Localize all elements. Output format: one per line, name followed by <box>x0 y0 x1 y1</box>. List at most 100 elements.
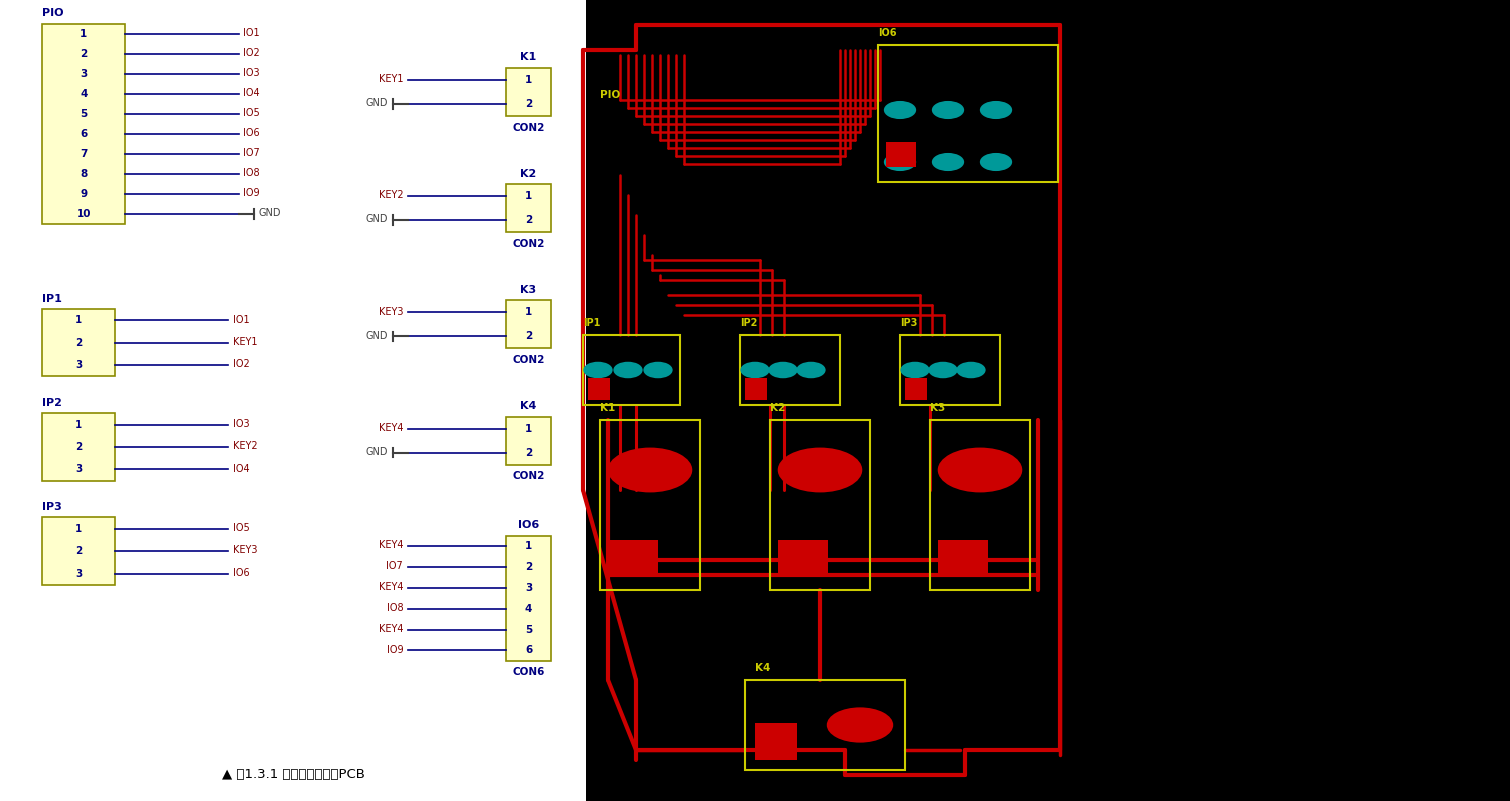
Bar <box>609 540 658 575</box>
Bar <box>930 420 1030 590</box>
Circle shape <box>584 363 612 377</box>
Text: 10: 10 <box>77 209 91 219</box>
Text: 3: 3 <box>76 360 82 370</box>
Text: KEY4: KEY4 <box>379 423 403 433</box>
Text: 2: 2 <box>525 448 532 457</box>
Text: 5: 5 <box>80 109 88 119</box>
Text: 1: 1 <box>525 308 532 317</box>
Text: GND: GND <box>365 331 388 340</box>
Text: KEY1: KEY1 <box>379 74 403 84</box>
Circle shape <box>607 448 692 493</box>
Bar <box>877 45 1059 182</box>
Text: 1: 1 <box>76 524 82 533</box>
Text: CON2: CON2 <box>512 123 545 132</box>
Text: K3: K3 <box>930 403 945 413</box>
Text: 4: 4 <box>525 604 532 614</box>
Text: 8: 8 <box>80 169 88 179</box>
Text: GND: GND <box>365 447 388 457</box>
Bar <box>744 378 767 400</box>
Text: 1: 1 <box>80 29 88 39</box>
Text: 2: 2 <box>525 215 532 225</box>
Text: PIO: PIO <box>599 90 621 100</box>
Circle shape <box>885 102 915 118</box>
Text: KEY4: KEY4 <box>379 582 403 592</box>
Text: 2: 2 <box>525 332 532 341</box>
Text: IO6: IO6 <box>877 28 897 38</box>
Circle shape <box>770 363 797 377</box>
Bar <box>506 536 551 661</box>
Text: K2: K2 <box>770 403 785 413</box>
Text: K1: K1 <box>599 403 615 413</box>
Text: CON2: CON2 <box>512 355 545 364</box>
Text: IO1: IO1 <box>233 315 249 324</box>
Bar <box>755 723 797 760</box>
Bar <box>583 335 680 405</box>
Circle shape <box>933 154 963 170</box>
Bar <box>586 0 1510 801</box>
Text: CON2: CON2 <box>512 239 545 248</box>
Circle shape <box>778 448 862 493</box>
Text: IO3: IO3 <box>243 68 260 78</box>
Text: 3: 3 <box>76 569 82 578</box>
Text: IO8: IO8 <box>243 168 260 179</box>
Text: 2: 2 <box>76 546 82 556</box>
Text: 1: 1 <box>76 420 82 429</box>
Text: K4: K4 <box>521 401 536 411</box>
Circle shape <box>930 363 957 377</box>
Text: KEY2: KEY2 <box>379 191 403 200</box>
Text: IO3: IO3 <box>233 419 249 429</box>
Circle shape <box>982 102 1012 118</box>
Text: 2: 2 <box>525 562 532 572</box>
Text: IO4: IO4 <box>233 464 249 473</box>
Bar <box>904 378 927 400</box>
Text: IO1: IO1 <box>243 28 260 38</box>
Text: IO9: IO9 <box>243 188 260 199</box>
Bar <box>506 300 551 348</box>
Circle shape <box>982 154 1012 170</box>
Text: KEY3: KEY3 <box>379 307 403 316</box>
Circle shape <box>901 363 929 377</box>
Text: 6: 6 <box>80 129 88 139</box>
Text: IP3: IP3 <box>900 318 918 328</box>
Circle shape <box>957 363 985 377</box>
Text: IO7: IO7 <box>243 148 260 159</box>
Bar <box>42 309 115 376</box>
Text: K1: K1 <box>521 53 536 62</box>
Text: KEY4: KEY4 <box>379 541 403 550</box>
Text: IO8: IO8 <box>387 603 403 613</box>
Text: GND: GND <box>258 208 281 219</box>
Bar <box>599 420 701 590</box>
Circle shape <box>827 707 894 743</box>
Bar <box>506 68 551 116</box>
Text: IO6: IO6 <box>243 128 260 139</box>
Text: 6: 6 <box>525 646 532 655</box>
Text: 2: 2 <box>80 49 88 59</box>
Bar <box>740 335 840 405</box>
Text: KEY1: KEY1 <box>233 337 257 347</box>
Text: IP1: IP1 <box>42 294 62 304</box>
Text: KEY4: KEY4 <box>379 624 403 634</box>
Text: IP2: IP2 <box>42 398 62 408</box>
Text: IO6: IO6 <box>233 568 249 578</box>
Bar <box>770 420 870 590</box>
Bar <box>886 142 917 167</box>
Text: K2: K2 <box>521 169 536 179</box>
Circle shape <box>615 363 642 377</box>
Text: IP1: IP1 <box>583 318 601 328</box>
Text: GND: GND <box>365 99 388 108</box>
Text: 2: 2 <box>76 338 82 348</box>
Bar <box>587 378 610 400</box>
Text: KEY2: KEY2 <box>233 441 257 451</box>
Text: K4: K4 <box>755 663 770 673</box>
Text: K3: K3 <box>521 285 536 295</box>
Text: IO4: IO4 <box>243 88 260 99</box>
Circle shape <box>933 102 963 118</box>
Text: 2: 2 <box>76 442 82 452</box>
Bar <box>42 24 125 224</box>
Text: 4: 4 <box>80 89 88 99</box>
Bar <box>938 540 988 575</box>
Text: IO5: IO5 <box>233 523 249 533</box>
Bar <box>900 335 1000 405</box>
Text: 5: 5 <box>525 625 532 634</box>
Text: GND: GND <box>365 215 388 224</box>
